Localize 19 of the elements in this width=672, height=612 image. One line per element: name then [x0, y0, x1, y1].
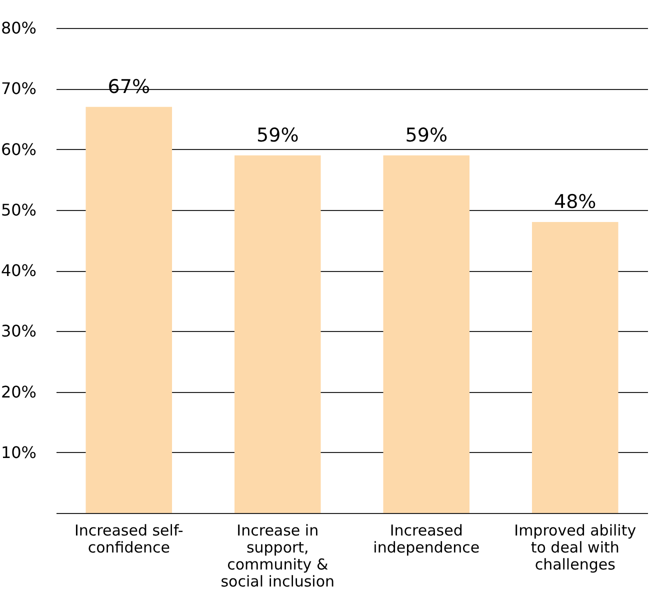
- x-tick-label: Increased self-confidence: [74, 522, 184, 556]
- y-tick-label: 40%: [0, 261, 36, 280]
- data-label: 59%: [405, 124, 448, 146]
- data-label: 59%: [256, 124, 299, 146]
- y-tick-label: 50%: [0, 200, 36, 220]
- y-tick-label: 60%: [0, 140, 36, 159]
- bar: [383, 155, 470, 513]
- y-tick-label: 20%: [0, 382, 36, 402]
- y-tick-label: 10%: [0, 442, 36, 462]
- x-tick-label: Increase in support, community & social inclusion: [220, 522, 335, 590]
- y-tick-label: 70%: [0, 79, 36, 98]
- y-tick-label: 30%: [0, 322, 36, 341]
- x-tick-label: Improved ability to deal with challenges: [514, 522, 636, 574]
- x-tick-label: Increased independence: [373, 522, 480, 556]
- data-label: 48%: [554, 191, 596, 213]
- bar: [532, 222, 618, 513]
- bar: [86, 106, 172, 513]
- bar: [234, 155, 321, 513]
- y-tick-label: 80%: [0, 18, 36, 38]
